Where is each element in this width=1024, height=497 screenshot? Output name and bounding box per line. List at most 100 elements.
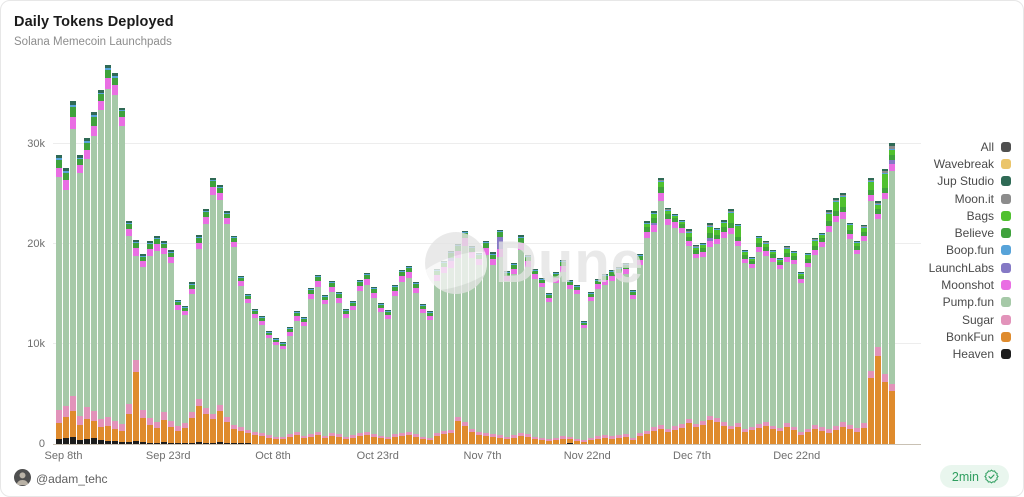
bar-day-67[interactable] [525, 255, 531, 444]
bar-day-88[interactable] [672, 214, 678, 444]
bar-day-98[interactable] [742, 250, 748, 444]
bar-day-60[interactable] [476, 253, 482, 444]
bar-day-78[interactable] [602, 274, 608, 444]
legend-item-bags[interactable]: Bags [929, 207, 1011, 224]
bar-day-104[interactable] [784, 246, 790, 444]
bar-day-12[interactable] [140, 254, 146, 444]
bar-day-93[interactable] [707, 223, 713, 444]
bar-day-41[interactable] [343, 309, 349, 444]
bar-day-13[interactable] [147, 241, 153, 444]
legend-item-moonshot[interactable]: Moonshot [929, 276, 1011, 293]
bar-day-68[interactable] [532, 269, 538, 444]
legend-item-heaven[interactable]: Heaven [929, 346, 1011, 363]
bar-day-106[interactable] [798, 272, 804, 444]
bar-day-0[interactable] [56, 155, 62, 444]
bar-day-61[interactable] [483, 241, 489, 444]
bar-day-4[interactable] [84, 138, 90, 444]
bar-day-30[interactable] [266, 331, 272, 444]
bar-day-113[interactable] [847, 223, 853, 444]
bar-day-34[interactable] [294, 311, 300, 444]
bar-day-82[interactable] [630, 290, 636, 444]
bar-day-23[interactable] [217, 185, 223, 444]
bar-day-18[interactable] [182, 306, 188, 444]
bar-day-91[interactable] [693, 245, 699, 444]
bar-day-75[interactable] [581, 321, 587, 444]
bar-day-51[interactable] [413, 282, 419, 444]
legend-item-jupstudio[interactable]: Jup Studio [929, 173, 1011, 190]
bar-day-59[interactable] [469, 246, 475, 444]
bar-day-77[interactable] [595, 279, 601, 444]
bar-day-97[interactable] [735, 224, 741, 444]
bar-day-112[interactable] [840, 193, 846, 444]
bar-day-69[interactable] [539, 278, 545, 444]
legend-item-wavebreak[interactable]: Wavebreak [929, 155, 1011, 172]
bar-day-85[interactable] [651, 211, 657, 444]
bar-day-102[interactable] [770, 250, 776, 444]
bar-day-95[interactable] [721, 220, 727, 444]
bar-day-111[interactable] [833, 198, 839, 444]
bar-day-66[interactable] [518, 235, 524, 444]
legend-item-bonkfun[interactable]: BonkFun [929, 328, 1011, 345]
bar-day-96[interactable] [728, 209, 734, 444]
bar-day-76[interactable] [588, 292, 594, 444]
bar-day-40[interactable] [336, 292, 342, 444]
bar-day-8[interactable] [112, 73, 118, 444]
bar-day-5[interactable] [91, 112, 97, 444]
bar-day-20[interactable] [196, 235, 202, 444]
bar-day-63[interactable] [497, 230, 503, 444]
bar-day-92[interactable] [700, 243, 706, 444]
bar-day-45[interactable] [371, 287, 377, 444]
bar-day-118[interactable] [882, 169, 888, 444]
bar-day-27[interactable] [245, 294, 251, 444]
bar-day-11[interactable] [133, 240, 139, 444]
bar-day-119[interactable] [889, 143, 895, 444]
bar-day-36[interactable] [308, 288, 314, 444]
bar-day-101[interactable] [763, 241, 769, 444]
bar-day-43[interactable] [357, 280, 363, 444]
bar-day-116[interactable] [868, 178, 874, 444]
bar-day-81[interactable] [623, 263, 629, 444]
bar-day-90[interactable] [686, 229, 692, 444]
bar-day-26[interactable] [238, 276, 244, 444]
bar-day-37[interactable] [315, 275, 321, 444]
bar-day-33[interactable] [287, 327, 293, 444]
bar-day-83[interactable] [637, 254, 643, 444]
bar-day-6[interactable] [98, 90, 104, 444]
bar-day-87[interactable] [665, 208, 671, 444]
author-avatar[interactable] [14, 469, 31, 486]
bar-day-47[interactable] [385, 310, 391, 444]
bar-day-53[interactable] [427, 311, 433, 444]
bar-day-15[interactable] [161, 241, 167, 444]
bar-day-70[interactable] [546, 293, 552, 444]
bar-day-103[interactable] [777, 258, 783, 444]
bar-day-105[interactable] [791, 251, 797, 444]
bar-day-110[interactable] [826, 210, 832, 444]
bar-day-84[interactable] [644, 221, 650, 444]
legend-item-all[interactable]: All [929, 138, 1011, 155]
bar-day-109[interactable] [819, 233, 825, 444]
bar-day-1[interactable] [63, 168, 69, 444]
legend-item-launchlabs[interactable]: LaunchLabs [929, 259, 1011, 276]
bar-day-62[interactable] [490, 252, 496, 444]
bar-day-73[interactable] [567, 280, 573, 444]
bar-day-44[interactable] [364, 273, 370, 444]
bar-day-72[interactable] [560, 260, 566, 444]
bar-day-21[interactable] [203, 209, 209, 444]
bar-day-38[interactable] [322, 295, 328, 444]
bar-day-89[interactable] [679, 220, 685, 444]
bar-day-31[interactable] [273, 338, 279, 444]
bar-day-9[interactable] [119, 108, 125, 444]
bar-day-39[interactable] [329, 281, 335, 444]
legend-item-moonit[interactable]: Moon.it [929, 190, 1011, 207]
bar-day-22[interactable] [210, 178, 216, 444]
bar-day-64[interactable] [504, 271, 510, 444]
bar-day-2[interactable] [70, 101, 76, 444]
bar-day-24[interactable] [224, 211, 230, 444]
bar-day-58[interactable] [462, 231, 468, 444]
bar-day-29[interactable] [259, 316, 265, 444]
bar-day-28[interactable] [252, 309, 258, 444]
bar-day-14[interactable] [154, 236, 160, 444]
bar-day-56[interactable] [448, 251, 454, 444]
bar-day-108[interactable] [812, 238, 818, 444]
bar-day-54[interactable] [434, 269, 440, 444]
